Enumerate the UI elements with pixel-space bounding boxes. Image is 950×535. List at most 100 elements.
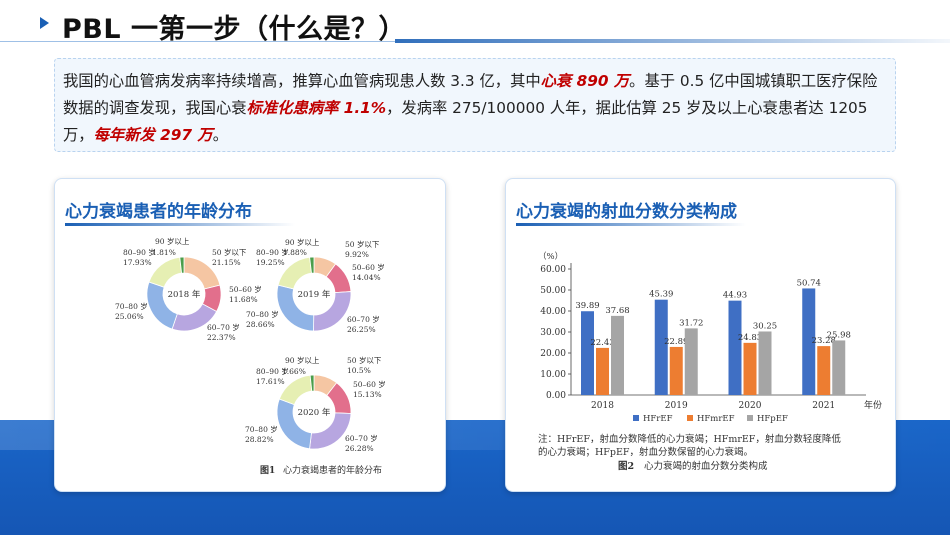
bar-value-label: 39.89 [575,301,599,311]
segment-label: 50–60 岁 [352,262,385,272]
legend-swatch [747,415,753,421]
figure-number: 图2 [618,461,634,472]
segment-label: 80–90 岁 [256,366,289,376]
card-title-underline [65,223,295,226]
y-tick-label: 60.00 [540,265,566,275]
segment-percent: 26.25% [347,325,376,334]
donut-center-label: 2018 年 [168,289,201,300]
segment-label: 90 岁以上 [155,236,190,246]
segment-label: 70–80 岁 [115,301,148,311]
chart-legend: HFrEF HFmrEF HFpEF [633,414,788,424]
segment-label: 80–90 岁 [256,247,289,257]
segment-percent: 28.66% [246,320,275,329]
y-tick-label: 20.00 [540,349,566,359]
segment-percent: 25.06% [115,312,144,321]
y-tick-label: 10.00 [540,370,566,380]
age-distribution-card: 心力衰竭患者的年龄分布 图1 心力衰竭患者的年龄分布 50 岁以下 21.15% 5… [54,178,446,492]
segment-percent: 14.04% [352,273,381,282]
y-tick-label: 50.00 [540,286,566,296]
x-tick-label: 2021 [812,401,835,411]
card-title: 心力衰竭患者的年龄分布 [65,202,252,222]
chart-note: 注：HFrEF，射血分数降低的心力衰竭；HFmrEF，射血分数轻度降低 [538,433,841,445]
y-tick-label: 40.00 [540,307,566,317]
legend-swatch [633,415,639,421]
legend-swatch [687,415,693,421]
segment-label: 60–70 岁 [345,433,378,443]
x-tick-label: 2020 [739,401,762,411]
figure-caption: 心力衰竭的射血分数分类构成 [644,460,768,472]
donut-center-label: 2020 年 [298,407,331,418]
segment-percent: 15.13% [353,390,382,399]
bar [596,347,609,395]
segment-label: 50–60 岁 [353,379,386,389]
bar [832,340,846,395]
legend-label: HFpEF [757,414,788,424]
legend-label: HFmrEF [697,414,735,424]
bar [581,311,594,395]
ef-bar-chart: 注：HFrEF，射血分数降低的心力衰竭；HFmrEF，射血分数轻度降低 的心力衰… [538,251,882,472]
donut-segment [276,398,312,450]
segment-percent: 9.92% [345,250,369,259]
title-rule [395,39,950,43]
intro-text-part: 我国的心血管病发病率持续增高，推算心血管病现患人数 3.3 亿，其中 [63,72,541,90]
card-title-underline [516,223,746,226]
segment-percent: 17.61% [256,377,285,386]
legend-label: HFrEF [643,414,673,424]
intro-highlight: 标准化患病率 1.1% [246,99,387,117]
y-tick-label: 30.00 [540,328,566,338]
segment-label: 60–70 岁 [347,314,380,324]
segment-percent: 1.81% [152,248,176,257]
segment-label: 50 岁以下 [212,247,247,257]
segment-percent: 11.68% [229,295,258,304]
x-tick-label: 2018 [591,401,614,411]
bar-value-label: 31.72 [679,318,703,328]
bar [802,288,816,395]
figure-number: 图1 [260,465,275,476]
bar-value-label: 22.89 [664,337,688,347]
segment-label: 50 岁以下 [345,239,380,249]
segment-percent: 17.93% [123,258,152,267]
bar-value-label: 50.74 [797,278,821,288]
page-title: PBL 一第一步（什么是？） [62,14,406,45]
bar-value-label: 23.28 [812,336,836,346]
segment-percent: 19.25% [256,258,285,267]
bar-value-label: 37.68 [605,306,629,316]
donut-segment [309,374,315,392]
segment-label: 50–60 岁 [229,284,262,294]
segment-percent: 26.28% [345,444,374,453]
bar-plot-area: （%） 0.00 10.00 20.00 30.00 40.00 50.00 60.00 39.… [538,251,882,411]
segment-label: 80–90 岁 [123,247,156,257]
title-underline [0,41,395,42]
donut-segment [309,256,315,274]
donut-segment [179,256,185,274]
bar [684,328,698,395]
segment-percent: 21.15% [212,258,241,267]
chart-note: 的心力衰竭；HFpEF，射血分数保留的心力衰竭。 [538,446,753,458]
segment-percent: 22.37% [207,333,236,342]
segment-percent: 1.88% [283,248,307,257]
intro-highlight: 心衰 890 万 [540,72,630,90]
ef-classification-card: 心力衰竭的射血分数分类构成 注：HFrEF，射血分数降低的心力衰竭；HFmrEF… [505,178,896,492]
bar [817,346,831,395]
triangle-bullet-icon [40,17,49,29]
segment-percent: 28.82% [245,435,274,444]
donut-segment [148,256,183,288]
segment-label: 70–80 岁 [246,309,279,319]
bar-value-label: 25.98 [827,330,851,340]
y-axis-label: （%） [538,251,563,262]
bar-value-label: 45.39 [649,290,673,300]
bar [743,342,757,395]
bar-value-label: 30.25 [753,321,777,331]
intro-text-part: 。基于 0.5 亿中国城镇职工医疗保险数据的调查发现，我国心衰 [63,72,878,117]
segment-label: 50 岁以下 [347,355,382,365]
donut-center-label: 2019 年 [298,289,331,300]
segment-percent: 1.66% [282,367,306,376]
title-bar: PBL 一第一步（什么是？） [0,0,950,45]
segment-label: 90 岁以上 [285,237,320,247]
bar [611,315,624,395]
figure-caption: 心力衰竭患者的年龄分布 [283,464,382,476]
bar [654,299,668,395]
